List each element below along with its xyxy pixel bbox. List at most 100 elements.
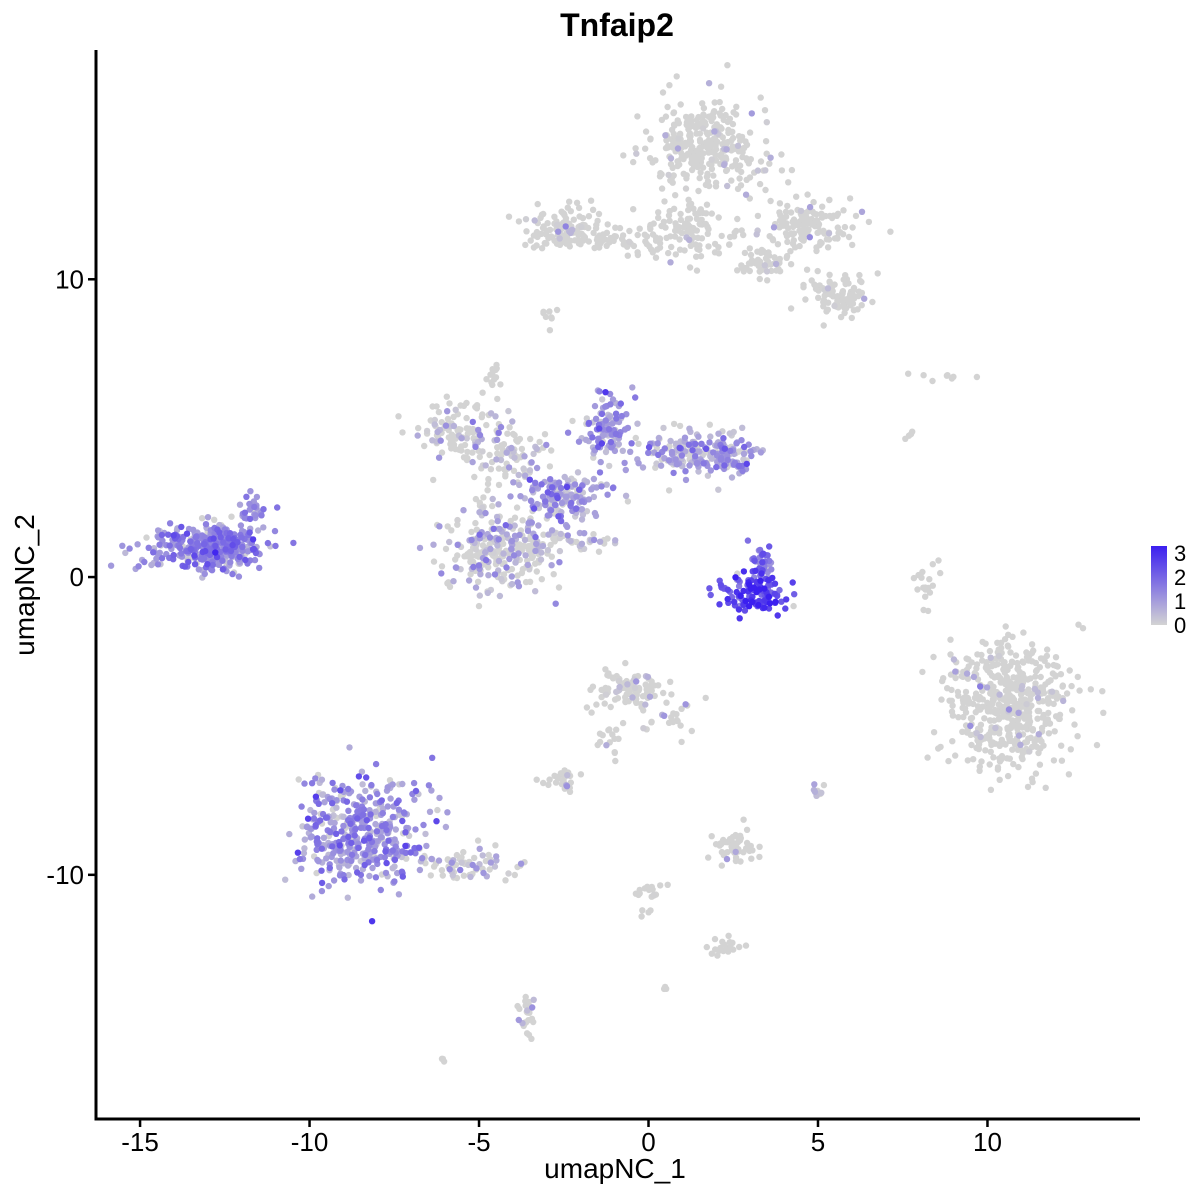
cell-point — [756, 275, 763, 283]
cell-point — [708, 210, 715, 217]
cell-point — [729, 120, 737, 128]
cell-point — [591, 509, 599, 517]
cell-point — [531, 217, 538, 224]
cell-point — [260, 524, 267, 531]
cell-point — [641, 231, 648, 238]
cell-point — [539, 542, 547, 550]
cell-point — [789, 579, 796, 586]
cell-point — [756, 853, 763, 861]
cell-point — [960, 695, 967, 702]
cell-point — [444, 809, 451, 816]
cell-point — [688, 143, 696, 151]
cell-point — [241, 509, 249, 516]
cell-point — [1018, 685, 1025, 693]
cell-point — [450, 422, 458, 430]
cell-point — [676, 246, 684, 253]
cell-point — [666, 82, 673, 89]
cell-point — [721, 941, 728, 948]
cell-point — [626, 238, 633, 245]
cell-point — [690, 205, 697, 212]
cell-point — [677, 101, 684, 108]
cell-point — [143, 534, 150, 541]
cell-point — [411, 844, 418, 852]
cell-point — [495, 465, 503, 472]
cell-point — [475, 562, 483, 569]
cell-point — [627, 448, 634, 455]
cell-point — [1074, 673, 1082, 681]
cell-point — [1032, 770, 1040, 777]
cell-point — [464, 553, 471, 560]
cell-point — [399, 873, 406, 880]
cell-point — [592, 415, 600, 422]
cell-point — [693, 459, 701, 467]
cell-point — [632, 434, 639, 442]
cell-point — [249, 546, 257, 553]
cell-point — [722, 838, 729, 846]
cell-point — [435, 454, 443, 461]
cell-point — [603, 481, 610, 488]
cell-point — [595, 210, 603, 218]
cell-point — [724, 61, 731, 69]
cell-point — [989, 739, 996, 746]
cell-point — [814, 267, 821, 275]
cell-point — [507, 517, 514, 525]
cell-point — [715, 250, 723, 257]
cell-point — [556, 235, 563, 242]
cell-point — [700, 113, 707, 120]
cell-point — [515, 583, 523, 590]
cell-point — [228, 513, 235, 520]
cell-point — [494, 395, 501, 403]
cell-point — [676, 236, 683, 243]
cell-point — [977, 733, 984, 741]
cell-point — [740, 568, 748, 575]
cell-point — [414, 432, 421, 439]
cell-point — [348, 839, 355, 847]
cell-point — [624, 252, 631, 259]
cell-point — [529, 487, 536, 494]
cell-point — [210, 535, 217, 542]
cell-point — [634, 420, 641, 427]
cell-point — [755, 262, 762, 269]
cell-point — [599, 234, 607, 241]
cell-point — [650, 891, 657, 899]
cell-point — [508, 565, 516, 573]
cell-point — [724, 118, 731, 126]
cell-point — [319, 791, 326, 798]
cell-point — [706, 439, 713, 446]
cell-point — [937, 569, 944, 577]
cell-point — [685, 206, 692, 214]
cell-point — [738, 134, 745, 141]
cell-point — [948, 697, 955, 704]
cell-point — [973, 729, 980, 737]
cell-point — [325, 882, 332, 890]
cell-point — [547, 541, 554, 549]
cell-point — [938, 696, 945, 703]
cell-point — [460, 848, 467, 856]
cell-point — [721, 139, 728, 146]
cell-point — [960, 713, 967, 721]
cell-point — [948, 686, 955, 694]
cell-point — [824, 285, 832, 292]
cell-point — [861, 295, 868, 302]
cell-point — [763, 119, 770, 126]
cell-point — [578, 540, 586, 547]
cell-point — [635, 460, 642, 467]
cell-point — [566, 198, 573, 205]
cell-point — [546, 776, 553, 783]
cell-point — [984, 699, 991, 706]
cell-point — [1015, 732, 1023, 739]
cell-point — [533, 445, 540, 452]
cell-point — [1020, 629, 1027, 636]
cell-point — [796, 242, 803, 250]
cell-point — [528, 459, 535, 466]
cell-point — [606, 726, 613, 733]
cell-point — [540, 210, 547, 218]
cell-point — [665, 249, 672, 257]
cell-point — [654, 440, 661, 447]
cell-point — [740, 231, 747, 239]
cell-point — [204, 561, 211, 568]
cell-point — [340, 813, 347, 820]
cell-point — [431, 416, 438, 424]
cell-point — [629, 384, 636, 391]
cell-point — [494, 542, 501, 549]
